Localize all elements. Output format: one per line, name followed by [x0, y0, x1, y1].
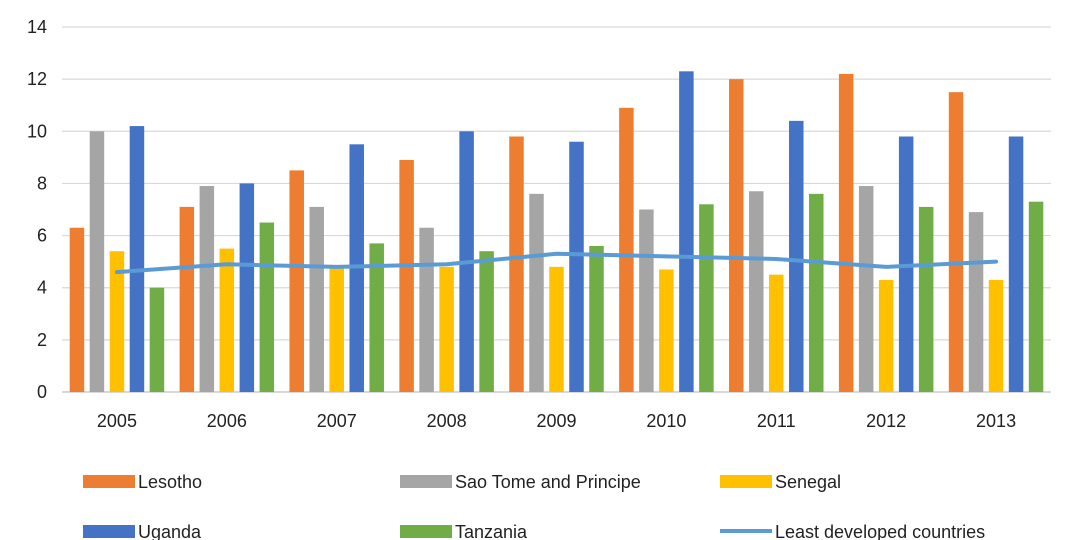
x-tick-label: 2012 — [866, 411, 906, 431]
bar-senegal-2009 — [549, 266, 564, 392]
bar-tanzania-2010 — [699, 204, 714, 392]
bar-lesotho-2013 — [948, 92, 964, 392]
bar-sao-tome-and-principe-2010 — [639, 209, 654, 392]
y-axis: 0 2 4 6 8 10 12 14 — [27, 17, 47, 402]
bar-lesotho-2005 — [69, 227, 85, 392]
x-tick-label: 2013 — [976, 411, 1016, 431]
bar-senegal-2005 — [109, 251, 125, 392]
bar-lesotho-2009 — [509, 136, 524, 392]
legend-label-lesotho: Lesotho — [138, 472, 202, 492]
bar-sao-tome-and-principe-2005 — [89, 131, 105, 393]
bar-lesotho-2010 — [619, 107, 634, 393]
x-tick-label: 2007 — [317, 411, 357, 431]
bar-sao-tome-and-principe-2008 — [419, 227, 434, 392]
y-tick-label: 0 — [37, 382, 47, 402]
bar-sao-tome-and-principe-2007 — [309, 206, 324, 392]
bar-uganda-2006 — [239, 183, 255, 392]
bar-uganda-2011 — [789, 120, 804, 392]
bar-lesotho-2007 — [289, 170, 304, 392]
x-axis: 2005 2006 2007 2008 2009 2010 2011 2012 2013 — [97, 411, 1016, 431]
legend-label-tanzania: Tanzania — [455, 522, 528, 540]
bar-senegal-2008 — [439, 266, 454, 392]
bar-lesotho-2012 — [838, 73, 854, 392]
x-tick-label: 2009 — [536, 411, 576, 431]
y-tick-label: 8 — [37, 173, 47, 193]
legend: Lesotho Sao Tome and Principe Senegal Ugand… — [83, 472, 985, 540]
bar-senegal-2013 — [988, 279, 1004, 392]
y-tick-label: 10 — [27, 121, 47, 141]
legend-label-senegal: Senegal — [775, 472, 841, 492]
y-tick-label: 4 — [37, 278, 47, 298]
bar-tanzania-2006 — [259, 222, 275, 392]
bar-uganda-2010 — [679, 71, 694, 393]
bar-tanzania-2009 — [589, 246, 604, 392]
line-least-developed-countries — [114, 251, 999, 275]
x-tick-label: 2010 — [646, 411, 686, 431]
bar-uganda-2005 — [129, 126, 145, 393]
y-tick-label: 14 — [27, 17, 47, 37]
line-series — [114, 251, 999, 275]
bar-tanzania-2012 — [918, 206, 934, 392]
bar-sao-tome-and-principe-2009 — [529, 193, 544, 392]
bar-sao-tome-and-principe-2011 — [749, 191, 764, 392]
x-tick-label: 2006 — [207, 411, 247, 431]
legend-swatch-lesotho — [83, 475, 135, 488]
bar-senegal-2011 — [769, 274, 784, 392]
legend-swatch-senegal — [720, 475, 772, 488]
x-tick-label: 2005 — [97, 411, 137, 431]
bar-lesotho-2008 — [399, 159, 414, 392]
bar-senegal-2006 — [219, 248, 235, 392]
bars — [69, 71, 1044, 393]
legend-swatch-sao-tome-and-principe — [400, 475, 452, 488]
y-tick-label: 2 — [37, 330, 47, 350]
bar-senegal-2007 — [329, 266, 344, 392]
bar-senegal-2012 — [878, 279, 894, 392]
bar-sao-tome-and-principe-2006 — [199, 186, 215, 392]
bar-sao-tome-and-principe-2013 — [968, 212, 984, 392]
legend-label-uganda: Uganda — [138, 522, 202, 540]
legend-swatch-uganda — [83, 525, 135, 538]
bar-sao-tome-and-principe-2012 — [858, 186, 874, 392]
bar-tanzania-2013 — [1028, 201, 1044, 392]
bar-tanzania-2011 — [809, 193, 824, 392]
bar-lesotho-2011 — [729, 79, 744, 393]
y-tick-label: 12 — [27, 69, 47, 89]
bar-tanzania-2005 — [149, 287, 165, 392]
legend-swatch-tanzania — [400, 525, 452, 538]
bar-uganda-2013 — [1008, 136, 1024, 392]
bar-senegal-2010 — [659, 269, 674, 392]
legend-label-sao-tome-and-principe: Sao Tome and Principe — [455, 472, 641, 492]
bar-uganda-2009 — [569, 141, 584, 392]
bar-tanzania-2007 — [369, 243, 384, 392]
x-tick-label: 2008 — [427, 411, 467, 431]
y-tick-label: 6 — [37, 226, 47, 246]
x-tick-label: 2011 — [757, 411, 796, 431]
bar-lesotho-2006 — [179, 206, 195, 392]
bar-tanzania-2008 — [479, 251, 494, 392]
legend-label-least-developed-countries: Least developed countries — [775, 522, 985, 540]
